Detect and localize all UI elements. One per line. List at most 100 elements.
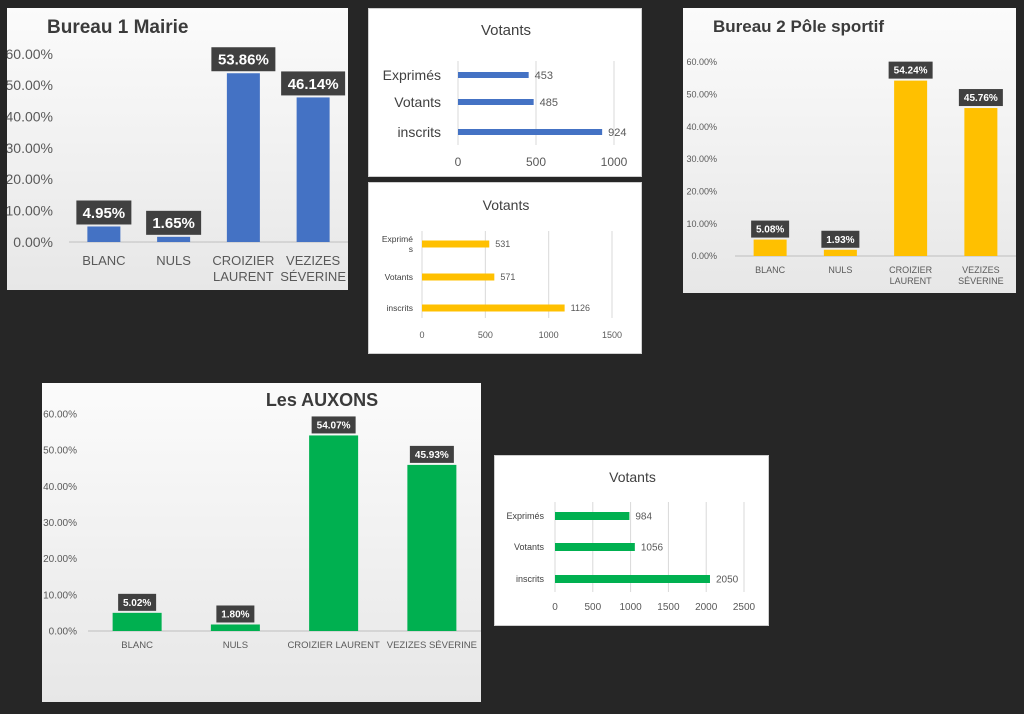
y-tick-label: 30.00% (7, 140, 53, 156)
bar (458, 129, 603, 135)
category-label: SÉVERINE (958, 276, 1004, 286)
category-label: inscrits (397, 124, 441, 140)
bar (555, 575, 710, 583)
data-label-box (76, 200, 132, 225)
category-label: VEZIZES SÉVERINE (387, 640, 477, 651)
data-label: 45.76% (964, 93, 998, 104)
data-label-box (216, 605, 255, 623)
category-label: BLANC (121, 640, 153, 651)
y-tick-label: 0.00% (691, 251, 717, 261)
data-label: 2050 (716, 575, 739, 586)
data-label-box (821, 230, 860, 248)
bar (407, 464, 457, 631)
category-label: Votants (385, 272, 413, 282)
x-tick-label: 500 (478, 330, 493, 340)
category-label: LAURENT (890, 276, 933, 286)
x-tick-label: 500 (526, 155, 546, 169)
bar (422, 273, 495, 281)
chart-svg: Votants 0 500 1000 453 Exprimés 485 Votants 924 i… (383, 22, 628, 169)
y-tick-label: 20.00% (43, 554, 77, 565)
y-tick-label: 40.00% (686, 122, 717, 132)
data-label-box (146, 210, 202, 235)
x-tick-label: 0 (552, 602, 558, 613)
chart-auxons-percentages: Les AUXONS 0.00% 10.00% 20.00% 30.00% 40.00% 5… (42, 383, 481, 702)
bar (112, 612, 162, 631)
data-label: 5.08% (756, 225, 784, 236)
chart-svg: Bureau 2 Pôle sportif 0.00% 10.00% 20.00% 30… (686, 17, 1016, 286)
category-label: LAURENT (213, 269, 274, 284)
x-tick-label: 0 (419, 330, 424, 340)
category-label: CROIZIER LAURENT (287, 640, 380, 651)
data-label: 531 (495, 239, 510, 249)
data-label: 1056 (641, 543, 664, 554)
x-tick-label: 0 (455, 155, 462, 169)
chart-bureau1-votants: Votants 0 500 1000 453 Exprimés 485 Votants 924 i… (368, 8, 642, 177)
y-tick-label: 10.00% (43, 590, 77, 601)
data-label-box (211, 47, 276, 72)
data-label: 54.07% (317, 421, 351, 432)
chart-svg: Votants 0 500 1000 1500 531 Exprimés 571 Votants… (382, 197, 622, 340)
bar (422, 304, 565, 312)
data-label-box (958, 89, 1003, 107)
category-label: BLANC (755, 265, 786, 275)
y-tick-label: 0.00% (49, 627, 77, 638)
bar (157, 236, 191, 242)
data-label-box (281, 71, 346, 96)
data-label: 453 (535, 70, 553, 82)
y-tick-label: 50.00% (7, 77, 53, 93)
data-label: 5.02% (123, 598, 151, 609)
data-label: 45.93% (415, 450, 449, 461)
y-tick-label: 30.00% (43, 518, 77, 529)
x-tick-label: 1000 (601, 155, 628, 169)
chart-bureau1-percentages: Bureau 1 Mairie 0.00% 10.00% 20.00% 30.00% 40… (7, 8, 348, 290)
chart-title: Votants (481, 22, 531, 39)
x-tick-label: 2000 (695, 602, 718, 613)
bar (87, 226, 121, 242)
chart-title: Votants (483, 197, 530, 213)
chart-svg: Votants 0 500 1000 1500 2000 2500 984 Exprimés 10… (506, 469, 756, 613)
category-label: CROIZIER (212, 253, 274, 268)
y-tick-label: 0.00% (13, 234, 53, 250)
category-label: NULS (156, 253, 191, 268)
y-tick-label: 60.00% (686, 57, 717, 67)
bar (458, 72, 529, 78)
x-tick-label: 1000 (619, 602, 642, 613)
bar (753, 239, 787, 256)
data-label: 53.86% (218, 52, 269, 69)
x-tick-label: 2500 (733, 602, 756, 613)
category-label: SÉVERINE (280, 269, 346, 284)
data-label: 1126 (571, 303, 590, 313)
category-label: Exprimés (506, 511, 544, 521)
data-label-box (311, 416, 356, 434)
bar (309, 435, 359, 631)
category-label: NULS (223, 640, 248, 651)
data-label: 485 (540, 97, 558, 109)
y-tick-label: 40.00% (43, 482, 77, 493)
data-label: 924 (608, 127, 626, 139)
category-label: BLANC (82, 253, 125, 268)
data-label: 984 (635, 512, 652, 523)
bar (458, 99, 534, 105)
chart-title: Bureau 1 Mairie (47, 17, 189, 38)
chart-bureau2-votants: Votants 0 500 1000 1500 531 Exprimé s 571 Votants… (368, 182, 642, 354)
category-label: s (409, 244, 413, 254)
y-tick-label: 50.00% (43, 446, 77, 457)
category-label: Exprimé (382, 234, 413, 244)
chart-title: Votants (609, 469, 656, 485)
y-tick-label: 40.00% (7, 109, 53, 125)
category-label: Votants (394, 94, 441, 110)
y-tick-label: 10.00% (686, 219, 717, 229)
y-tick-label: 60.00% (7, 46, 53, 62)
bar (210, 624, 260, 631)
chart-svg: Les AUXONS 0.00% 10.00% 20.00% 30.00% 40.00% 5… (43, 390, 481, 651)
bar (296, 97, 330, 242)
y-tick-label: 30.00% (686, 154, 717, 164)
data-label-box (751, 220, 790, 238)
y-tick-label: 60.00% (43, 410, 77, 421)
data-label-box (409, 445, 454, 463)
data-label-box (888, 61, 933, 79)
category-label: Exprimés (383, 67, 441, 83)
y-tick-label: 50.00% (686, 89, 717, 99)
data-label: 571 (500, 272, 515, 282)
y-tick-label: 10.00% (7, 203, 53, 219)
